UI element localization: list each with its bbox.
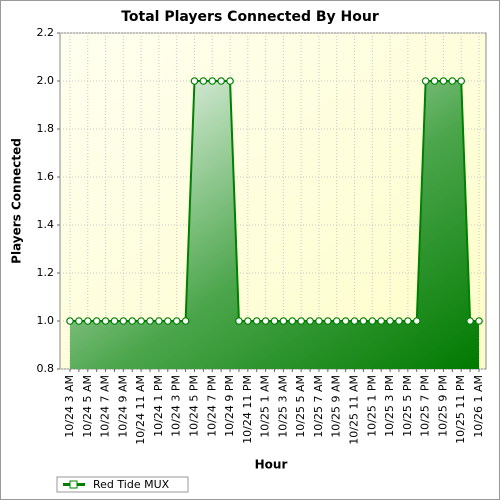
- x-tick-label: 10/25 1 PM: [365, 375, 378, 437]
- marker: [386, 317, 394, 325]
- marker: [350, 317, 359, 325]
- marker: [155, 317, 163, 325]
- x-tick-label: 10/24 9 PM: [223, 375, 236, 437]
- x-tick-label: 10/24 3 PM: [170, 375, 183, 437]
- x-tick-label: 10/24 5 PM: [187, 375, 200, 437]
- marker: [395, 317, 403, 325]
- x-tick-label: 10/24 3 AM: [63, 375, 76, 438]
- x-tick-label: 10/24 11 PM: [241, 375, 254, 444]
- area-fill: [70, 81, 479, 369]
- marker: [368, 317, 377, 325]
- legend: Red Tide MUX: [56, 476, 189, 493]
- marker: [101, 317, 110, 325]
- y-axis-title: Players Connected: [10, 138, 24, 264]
- marker: [332, 317, 341, 325]
- x-tick-label: 10/24 9 AM: [116, 375, 129, 438]
- marker: [261, 317, 270, 325]
- marker: [466, 317, 474, 325]
- marker: [270, 317, 279, 325]
- marker: [208, 77, 217, 85]
- chart-title: Total Players Connected By Hour: [121, 9, 379, 25]
- marker: [324, 317, 332, 325]
- marker: [83, 317, 92, 325]
- x-tick-label: 10/25 7 AM: [312, 375, 325, 438]
- y-tick-label: 1.2: [37, 266, 55, 279]
- marker: [412, 317, 421, 325]
- x-tick-label: 10/25 11 PM: [454, 375, 467, 444]
- marker: [279, 317, 288, 325]
- x-tick-label: 10/24 7 PM: [205, 375, 218, 437]
- marker: [404, 317, 412, 325]
- marker: [128, 317, 137, 325]
- marker: [190, 77, 199, 85]
- marker: [146, 317, 154, 325]
- marker: [199, 77, 208, 85]
- marker: [297, 317, 305, 325]
- marker: [181, 317, 190, 325]
- x-tick-label: 10/25 3 PM: [383, 375, 396, 437]
- marker: [288, 317, 297, 325]
- marker: [341, 317, 350, 325]
- marker: [315, 317, 323, 325]
- x-tick-label: 10/25 5 PM: [401, 375, 414, 437]
- y-tick-label: 2.0: [37, 74, 55, 87]
- marker: [244, 317, 252, 325]
- y-tick-label: 1.6: [37, 170, 55, 183]
- marker: [226, 77, 234, 85]
- marker: [306, 317, 314, 325]
- marker: [137, 317, 145, 325]
- y-tick-label: 1.0: [37, 314, 55, 327]
- plot-area: [59, 32, 487, 370]
- x-tick-label: 10/24 5 AM: [81, 375, 94, 438]
- marker: [252, 317, 261, 325]
- marker: [359, 317, 368, 325]
- marker: [92, 317, 101, 325]
- marker: [164, 317, 172, 325]
- x-tick-label: 10/24 1 PM: [152, 375, 165, 437]
- x-axis-title: Hour: [255, 458, 288, 472]
- marker: [235, 317, 243, 325]
- x-tick-label: 10/24 7 AM: [99, 375, 112, 438]
- y-tick-label: 2.2: [37, 26, 55, 39]
- x-tick-label: 10/25 9 PM: [436, 375, 449, 437]
- x-tick-label: 10/25 5 AM: [294, 375, 307, 438]
- marker: [377, 317, 385, 325]
- legend-marker: [69, 480, 78, 489]
- marker: [217, 77, 225, 85]
- x-tick-label: 10/25 7 PM: [419, 375, 432, 437]
- x-tick-label: 10/25 3 AM: [276, 375, 289, 438]
- marker: [430, 77, 439, 85]
- legend-box: [56, 476, 189, 493]
- marker: [421, 77, 430, 85]
- marker: [448, 77, 457, 85]
- x-tick-label: 10/24 11 AM: [134, 375, 147, 445]
- x-tick-label: 10/25 9 AM: [330, 375, 343, 438]
- marker: [172, 317, 181, 325]
- y-tick-label: 1.8: [37, 122, 55, 135]
- x-tick-label: 10/26 1 AM: [472, 375, 485, 438]
- legend-label: Red Tide MUX: [93, 478, 170, 491]
- marker: [75, 317, 83, 325]
- y-tick-label: 1.4: [37, 218, 55, 231]
- marker: [119, 317, 128, 325]
- y-tick-label: 0.8: [37, 362, 55, 375]
- x-tick-label: 10/25 1 AM: [259, 375, 272, 438]
- marker: [110, 317, 119, 325]
- marker: [457, 77, 466, 85]
- marker: [66, 317, 74, 325]
- marker: [475, 317, 483, 325]
- marker: [439, 77, 448, 85]
- x-tick-label: 10/25 11 AM: [348, 375, 361, 445]
